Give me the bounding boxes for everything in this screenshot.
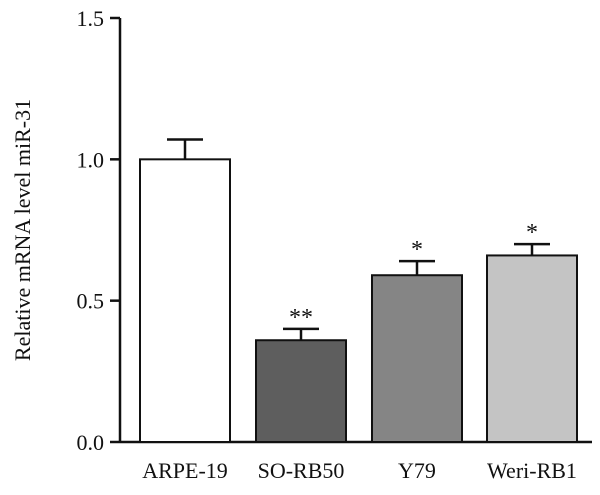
y-tick-label-1: 0.5 (77, 289, 105, 314)
bar-weri-rb1 (486, 254, 578, 443)
y-tick-label-2: 1.0 (77, 147, 105, 172)
significance-label-1: ** (289, 305, 313, 331)
bar-y79 (371, 274, 463, 443)
category-label-1: SO-RB50 (258, 458, 345, 483)
bar-arpe-19 (139, 158, 231, 443)
category-label-0: ARPE-19 (142, 458, 228, 483)
labels: 0.0 0.5 1.0 1.5 ARPE-19 ** SO-RB50 * Y79 * Weri-RB… (77, 6, 577, 483)
category-label-2: Y79 (398, 458, 436, 483)
bars (139, 138, 578, 443)
category-label-3: Weri-RB1 (487, 458, 577, 483)
significance-label-3: * (526, 220, 538, 246)
bar-so-rb50 (255, 339, 347, 443)
y-tick-label-0: 0.0 (77, 430, 105, 455)
y-tick-label-3: 1.5 (77, 6, 105, 31)
y-axis-title: Relative mRNA level miR-31 (10, 99, 35, 361)
significance-label-2: * (411, 237, 423, 263)
